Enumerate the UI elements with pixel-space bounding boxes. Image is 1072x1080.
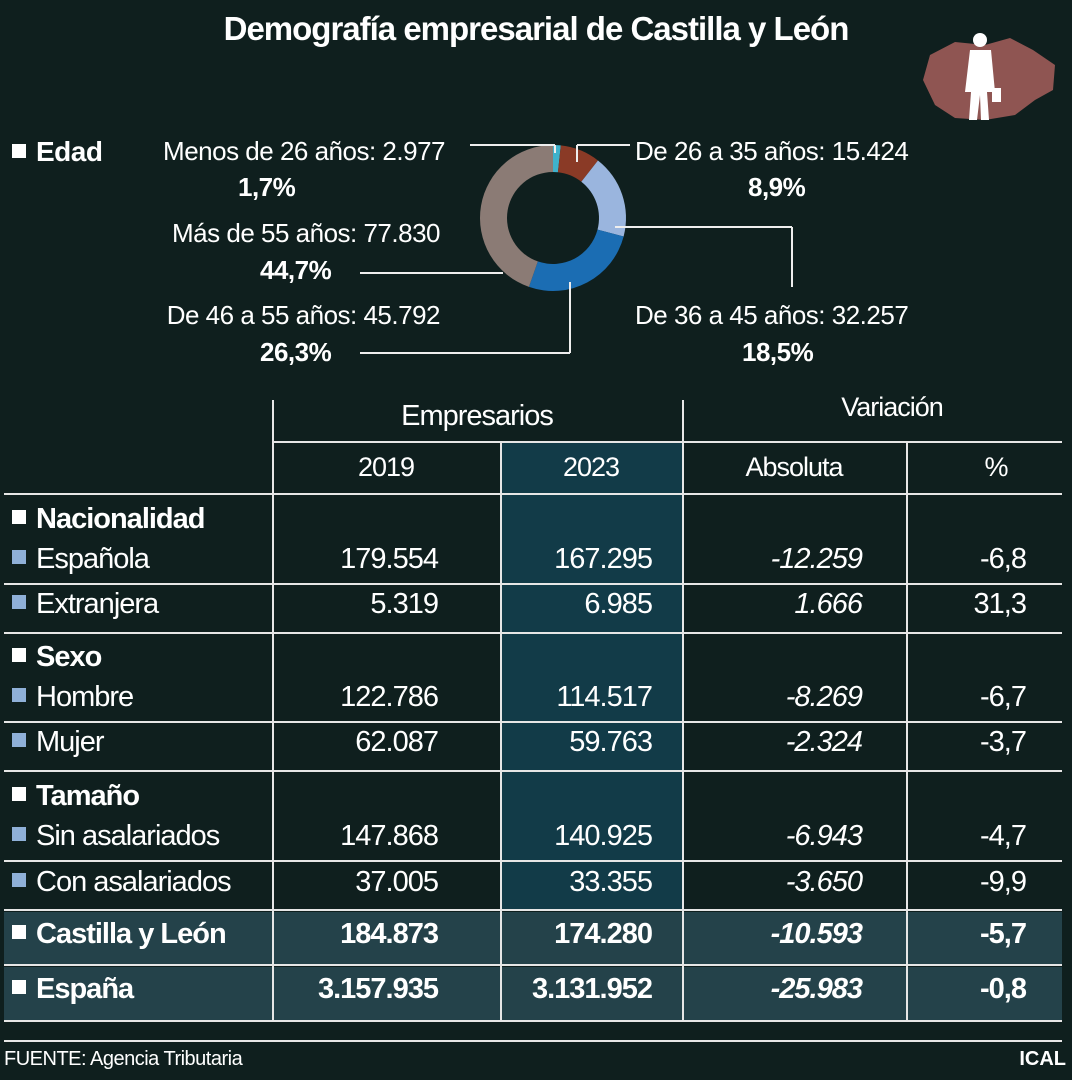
page-title: Demografía empresarial de Castilla y Leó…: [223, 10, 850, 47]
value-absoluta: -8.269: [785, 681, 863, 713]
header-2023: 2023: [562, 452, 620, 482]
value-absoluta: -25.983: [770, 973, 863, 1005]
row-label: España: [12, 973, 134, 1006]
row-label: Mujer: [12, 726, 105, 759]
row-label: Española: [12, 543, 150, 576]
value-absoluta: -12.259: [770, 543, 863, 575]
value-2023: 174.280: [554, 918, 653, 950]
row-label: Castilla y León: [12, 918, 227, 951]
value-pct: -6,8: [980, 543, 1027, 575]
value-2019: 62.087: [355, 726, 439, 758]
bullet-icon: [12, 733, 26, 748]
bullet-icon: [12, 648, 26, 663]
label-36-45: De 36 a 45 años: 32.257: [635, 300, 909, 330]
header-empresarios: Empresarios: [401, 400, 554, 432]
value-absoluta: -2.324: [785, 726, 863, 758]
row-label: Sin asalariados: [12, 820, 220, 853]
value-absoluta: -10.593: [770, 918, 863, 950]
bullet-icon: [12, 510, 26, 525]
value-absoluta: -6.943: [785, 820, 863, 852]
value-pct: -3,7: [980, 726, 1027, 758]
value-pct: -9,9: [980, 866, 1027, 898]
pct-36-45: 18,5%: [742, 337, 814, 367]
value-absoluta: 1.666: [794, 588, 863, 620]
value-2019: 147.868: [340, 820, 439, 852]
value-2019: 179.554: [340, 543, 439, 575]
row-label: Con asalariados: [12, 866, 232, 899]
col-2023-highlight: [500, 442, 682, 910]
section-title: Sexo: [12, 641, 102, 674]
pct-46-55: 26,3%: [260, 337, 332, 367]
row-label: Extranjera: [12, 588, 159, 621]
row-label: Hombre: [12, 681, 134, 714]
value-pct: 31,3: [973, 588, 1027, 620]
header-variacion: Variación: [841, 392, 944, 422]
value-pct: -4,7: [980, 820, 1027, 852]
value-2023: 114.517: [556, 681, 653, 713]
value-pct: -0,8: [980, 973, 1027, 1005]
castilla-leon-businessman-logo: [923, 33, 1055, 120]
value-2019: 3.157.935: [317, 973, 439, 1005]
donut-slice: [480, 145, 553, 287]
pct-menos-26: 1,7%: [238, 172, 296, 202]
value-2023: 59.763: [569, 726, 653, 758]
section-title: Nacionalidad: [12, 503, 205, 536]
bullet-icon: [12, 980, 26, 995]
bullet-icon: [12, 595, 26, 610]
bullet-icon: [12, 873, 26, 888]
value-2023: 140.925: [554, 820, 653, 852]
bullet-icon: [12, 550, 26, 565]
value-pct: -5,7: [980, 918, 1027, 950]
value-2019: 122.786: [340, 681, 439, 713]
bullet-icon: [12, 925, 26, 940]
section-title: Tamaño: [12, 780, 140, 813]
total-row-bg: [4, 912, 1062, 964]
value-2023: 167.295: [554, 543, 653, 575]
edad-heading: Edad: [12, 136, 103, 168]
donut-slice: [581, 160, 626, 237]
bullet-icon: [12, 143, 26, 158]
source-text: FUENTE: Agencia Tributaria: [4, 1048, 243, 1070]
bullet-icon: [12, 787, 26, 802]
credit-text: ICAL: [1019, 1048, 1066, 1070]
donut-slice: [557, 145, 598, 182]
label-46-55: De 46 a 55 años: 45.792: [166, 300, 441, 330]
value-2023: 3.131.952: [531, 973, 653, 1005]
value-2023: 33.355: [569, 866, 653, 898]
total-row-bg: [4, 967, 1062, 1020]
value-2023: 6.985: [584, 588, 653, 620]
value-2019: 5.319: [370, 588, 439, 620]
header-pct: %: [984, 452, 1008, 482]
pct-26-35: 8,9%: [748, 172, 806, 202]
donut-slice: [528, 229, 624, 291]
value-2019: 184.873: [340, 918, 439, 950]
label-26-35: De 26 a 35 años: 15.424: [635, 136, 909, 166]
pct-mas-55: 44,7%: [260, 255, 332, 285]
bullet-icon: [12, 688, 26, 703]
label-mas-55: Más de 55 años: 77.830: [172, 218, 440, 248]
value-absoluta: -3.650: [785, 866, 863, 898]
bullet-icon: [12, 827, 26, 842]
age-donut-chart: [360, 144, 793, 354]
value-2019: 37.005: [355, 866, 439, 898]
header-absoluta: Absoluta: [745, 452, 843, 482]
label-menos-26: Menos de 26 años: 2.977: [163, 136, 445, 166]
header-2019: 2019: [357, 452, 415, 482]
value-pct: -6,7: [980, 681, 1027, 713]
